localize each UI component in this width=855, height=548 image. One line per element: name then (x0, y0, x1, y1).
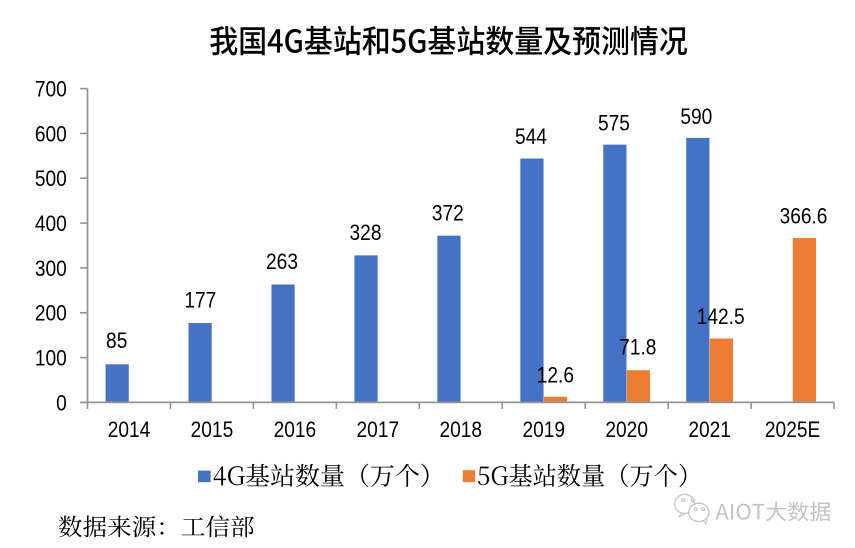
svg-text:372: 372 (432, 201, 464, 226)
svg-text:500: 500 (35, 167, 67, 192)
svg-text:590: 590 (680, 105, 712, 130)
svg-text:263: 263 (266, 250, 298, 275)
svg-text:177: 177 (184, 288, 216, 313)
svg-text:2025E: 2025E (765, 418, 820, 443)
svg-text:85: 85 (106, 329, 127, 354)
svg-text:575: 575 (598, 111, 630, 136)
svg-text:200: 200 (35, 301, 67, 326)
svg-text:2017: 2017 (357, 418, 400, 443)
svg-text:100: 100 (35, 346, 67, 371)
svg-text:2015: 2015 (191, 418, 234, 443)
svg-text:142.5: 142.5 (697, 305, 745, 330)
svg-text:328: 328 (350, 221, 382, 246)
svg-text:366.6: 366.6 (780, 204, 828, 229)
svg-text:0: 0 (56, 391, 67, 416)
svg-text:2020: 2020 (605, 418, 648, 443)
svg-text:2018: 2018 (439, 418, 482, 443)
svg-text:300: 300 (35, 257, 67, 282)
svg-text:2019: 2019 (522, 418, 565, 443)
svg-text:544: 544 (515, 125, 547, 150)
svg-text:2014: 2014 (108, 418, 151, 443)
svg-text:600: 600 (35, 122, 67, 147)
svg-text:2016: 2016 (274, 418, 317, 443)
svg-text:71.8: 71.8 (619, 335, 656, 360)
svg-text:700: 700 (35, 77, 67, 102)
svg-text:2021: 2021 (688, 418, 731, 443)
svg-text:400: 400 (35, 212, 67, 237)
svg-text:12.6: 12.6 (537, 363, 574, 388)
